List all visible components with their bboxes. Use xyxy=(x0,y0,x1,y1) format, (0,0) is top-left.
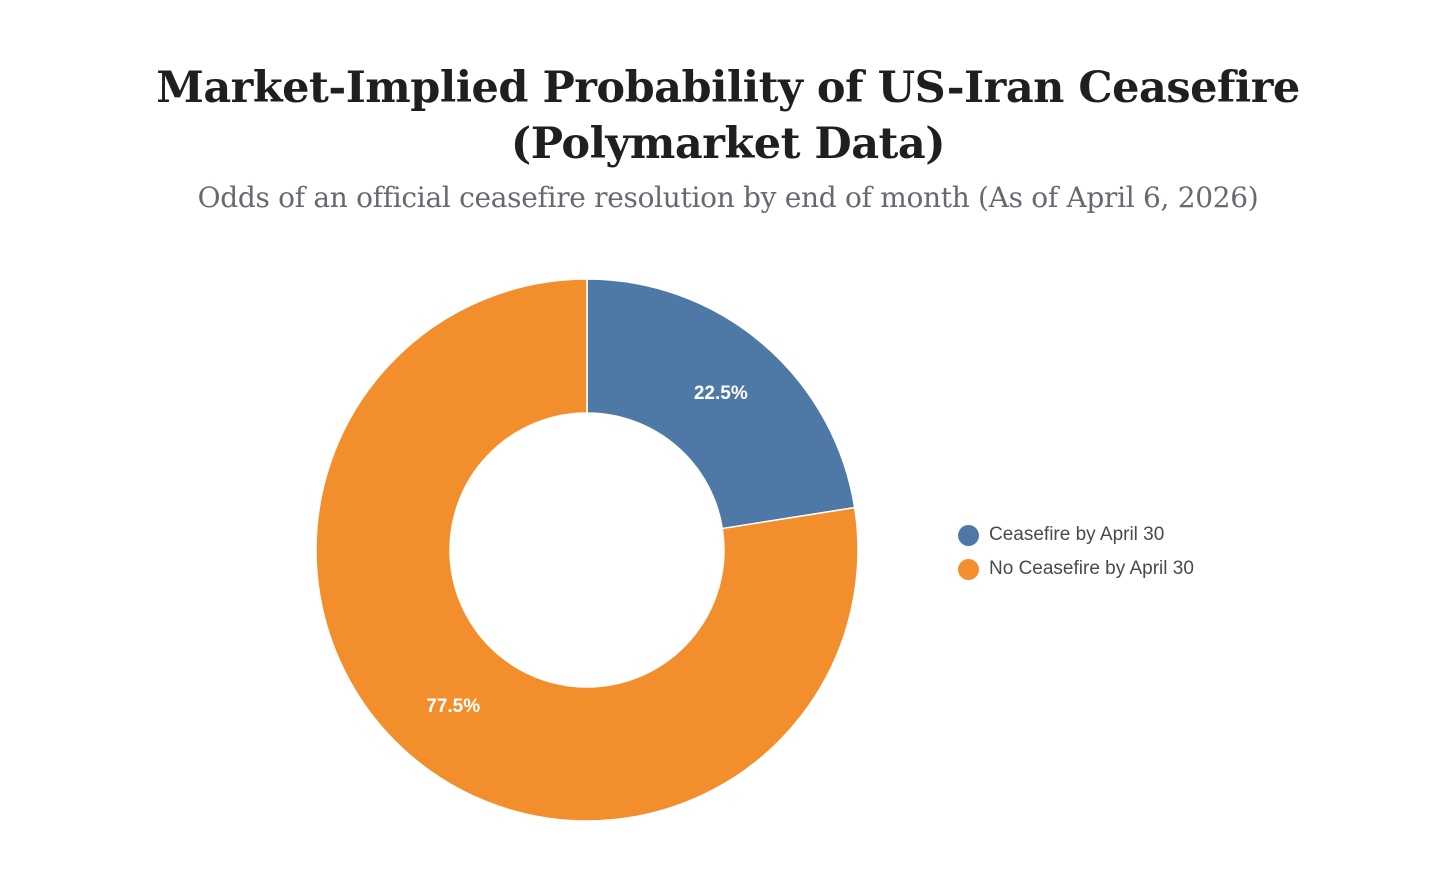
chart-subtitle: Odds of an official ceasefire resolution… xyxy=(197,181,1259,214)
legend-label-ceasefire: Ceasefire by April 30 xyxy=(989,524,1165,545)
chart-title-line-2: (Polymarket Data) xyxy=(510,119,946,169)
legend-item-ceasefire[interactable]: Ceasefire by April 30 xyxy=(958,518,1194,552)
donut-slice-1[interactable] xyxy=(315,278,859,822)
chart-legend: Ceasefire by April 30 No Ceasefire by Ap… xyxy=(958,518,1194,586)
donut-slice-label-1: 77.5% xyxy=(426,696,480,717)
legend-item-no-ceasefire[interactable]: No Ceasefire by April 30 xyxy=(958,552,1194,586)
donut-slice-0[interactable] xyxy=(586,278,856,530)
legend-swatch-ceasefire xyxy=(958,524,979,546)
chart-title-line-1: Market-Implied Probability of US-Iran Ce… xyxy=(156,63,1300,113)
legend-swatch-no-ceasefire xyxy=(958,558,979,580)
donut-slice-label-0: 22.5% xyxy=(694,383,748,404)
chart-title: Market-Implied Probability of US-Iran Ce… xyxy=(0,60,1456,172)
legend-label-no-ceasefire: No Ceasefire by April 30 xyxy=(989,558,1194,579)
